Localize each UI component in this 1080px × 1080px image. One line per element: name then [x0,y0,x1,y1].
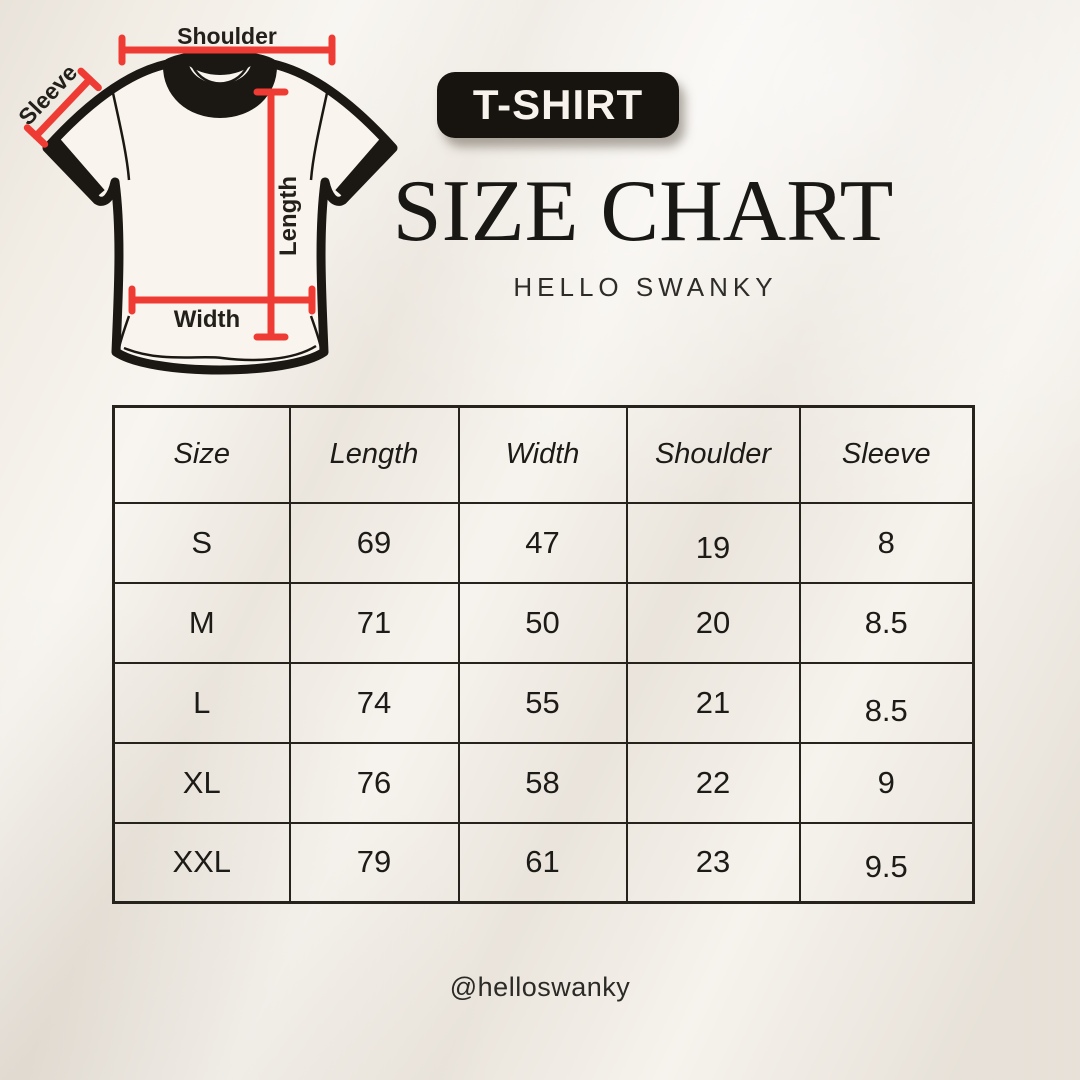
width-measure-line [128,285,316,315]
table-header-row: Size Length Width Shoulder Sleeve [112,405,975,504]
cell-sleeve: 9 [798,741,975,824]
tshirt-fold-lines [55,92,385,362]
social-handle: @helloswanky [449,972,631,1002]
cell-shoulder: 23 [625,821,801,904]
measurement-lines [23,34,336,341]
cell-length: 69 [288,501,460,584]
col-header-width: Width [457,405,628,504]
cell-width: 50 [457,581,628,664]
size-chart-table: Size Length Width Shoulder Sleeve S 69 4… [112,405,975,904]
cell-shoulder: 21 [625,661,801,744]
cell-sleeve: 8.5 [798,581,975,664]
col-header-size: Size [112,405,291,504]
cell-shoulder: 22 [625,741,801,824]
length-label: Length [275,176,302,256]
collar-inner-seam [191,66,249,85]
tshirt-diagram: Shoulder Sleeve Length Width [13,23,398,375]
cell-size: M [112,581,291,664]
cell-shoulder: 19 [625,501,801,584]
length-measure-line [253,88,289,341]
col-header-length: Length [288,405,460,504]
cell-sleeve: 8.5 [798,661,975,744]
cell-length: 74 [288,661,460,744]
table-row-xxl: XXL 79 61 23 9.5 [112,821,975,904]
cell-size: L [112,661,291,744]
cell-size: XL [112,741,291,824]
shoulder-measure-line [118,34,336,66]
width-label: Width [174,306,240,333]
cell-shoulder: 20 [625,581,801,664]
page-title: SIZE CHART [392,163,894,260]
col-header-shoulder: Shoulder [625,405,801,504]
cell-length: 76 [288,741,460,824]
table-row-l: L 74 55 21 8.5 [112,661,975,744]
cell-sleeve: 9.5 [798,821,975,904]
table-row-xl: XL 76 58 22 9 [112,741,975,824]
tshirt-badge-label: T-SHIRT [472,81,644,128]
col-header-sleeve: Sleeve [798,405,975,504]
tshirt-badge: T-SHIRT [437,72,679,138]
table-row-s: S 69 47 19 8 [112,501,975,584]
cell-size: XXL [112,821,291,904]
table-row-m: M 71 50 20 8.5 [112,581,975,664]
cell-width: 47 [457,501,628,584]
cell-sleeve: 8 [798,501,975,584]
cell-width: 55 [457,661,628,744]
brand-subtitle: HELLO SWANKY [513,272,778,302]
shoulder-label: Shoulder [177,23,277,49]
cell-width: 61 [457,821,628,904]
cell-length: 79 [288,821,460,904]
cell-width: 58 [457,741,628,824]
cell-length: 71 [288,581,460,664]
sleeve-measure-line [23,67,102,148]
cell-size: S [112,501,291,584]
